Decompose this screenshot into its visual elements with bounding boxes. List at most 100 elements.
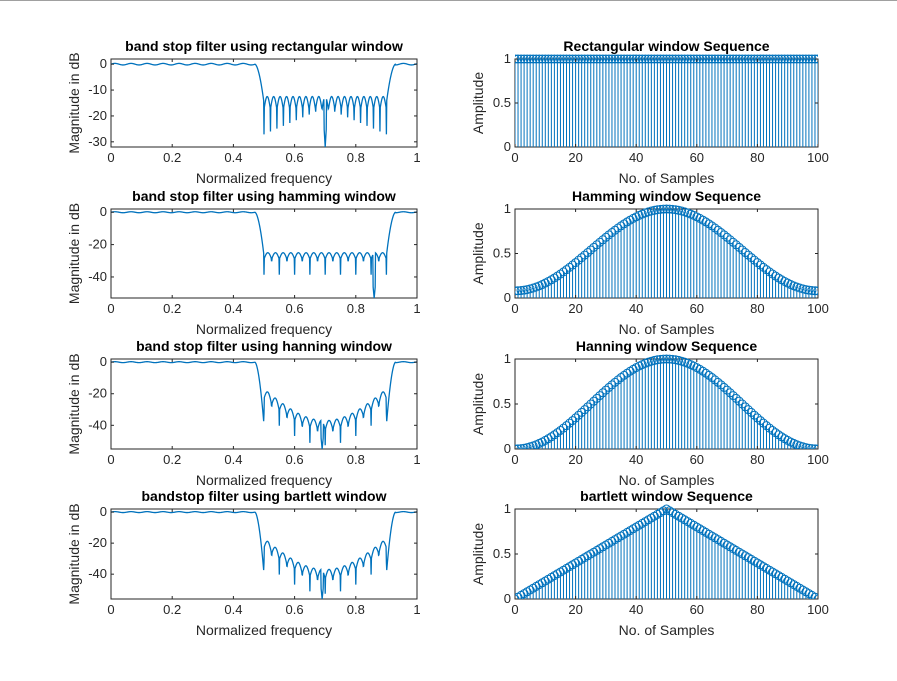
stem-marker <box>813 286 818 296</box>
stem-marker <box>589 54 599 64</box>
x-tick-label: 20 <box>568 301 582 316</box>
stem-marker <box>758 418 768 428</box>
x-tick-label: 100 <box>807 150 829 165</box>
stem-marker <box>607 54 617 64</box>
stem-marker <box>668 54 678 64</box>
stem-marker <box>574 255 584 265</box>
y-axis-label: Amplitude <box>470 523 486 585</box>
stem-marker <box>704 370 714 380</box>
stem-marker <box>610 377 620 387</box>
stem-marker <box>671 205 681 215</box>
chart-title: band stop filter using rectangular windo… <box>125 38 403 54</box>
stem-marker <box>592 240 602 250</box>
stem-marker <box>613 54 623 64</box>
stem-marker <box>583 54 593 64</box>
stem-marker <box>777 54 787 64</box>
x-tick-label: 100 <box>807 452 829 467</box>
stem-marker <box>519 443 529 449</box>
stem-marker <box>662 354 671 364</box>
chart-title: band stop filter using hanning window <box>136 338 392 354</box>
stem-marker <box>698 54 708 64</box>
stem-marker <box>752 54 762 64</box>
plot-area <box>515 504 818 599</box>
x-tick-label: 100 <box>807 301 829 316</box>
x-tick-label: 60 <box>690 150 704 165</box>
chart-title: Hamming window Sequence <box>572 188 761 204</box>
stem-marker <box>737 399 747 409</box>
stem-marker <box>746 407 756 417</box>
stem-marker <box>519 285 529 295</box>
y-tick-label: -40 <box>88 269 107 284</box>
stem-marker <box>716 54 726 64</box>
stem-marker <box>810 592 818 599</box>
stem-marker <box>701 54 711 64</box>
stem-marker <box>649 205 659 215</box>
stem-marker <box>798 442 808 449</box>
stem-marker <box>792 54 802 64</box>
stem-marker <box>728 391 738 401</box>
stem-marker <box>568 54 578 64</box>
chart-title: bandstop filter using bartlett window <box>142 488 387 504</box>
stem-marker <box>604 54 614 64</box>
stem-marker <box>722 54 732 64</box>
stem-marker <box>749 410 759 420</box>
stem-marker <box>704 54 714 64</box>
y-tick-label: 1 <box>504 351 511 366</box>
stem-marker <box>713 377 723 387</box>
chart-title: Hanning window Sequence <box>576 338 757 354</box>
stem-marker <box>622 54 632 64</box>
stem-marker <box>655 204 665 214</box>
stem-marker <box>555 269 565 279</box>
y-tick-label: 1 <box>504 51 511 66</box>
stem-marker <box>652 205 662 215</box>
stem-marker <box>628 54 638 64</box>
stem-marker <box>595 54 605 64</box>
stem-marker <box>604 382 614 392</box>
stem-marker <box>734 54 744 64</box>
x-tick-label: 0.8 <box>347 602 365 617</box>
y-tick-label: -10 <box>88 82 107 97</box>
stem-marker <box>743 54 753 64</box>
stem-marker <box>562 265 572 275</box>
subplot-8: 0 20 40 60 80 100 0 0.5 1 bartlett window Sequenc… <box>470 488 829 638</box>
y-tick-label: 0 <box>100 56 107 71</box>
stem-marker <box>515 444 523 449</box>
stem-marker <box>710 375 720 385</box>
y-tick-label: 0 <box>100 354 107 369</box>
stem-marker <box>562 421 572 431</box>
stem-marker <box>619 54 629 64</box>
magnitude-response-line <box>111 62 417 147</box>
stem-marker <box>755 416 765 426</box>
y-tick-label: 0 <box>100 504 107 519</box>
stem-marker <box>761 54 771 64</box>
stem-marker <box>652 54 662 64</box>
stem-marker <box>537 54 547 64</box>
stem-marker <box>695 54 705 64</box>
x-tick-label: 1 <box>413 301 420 316</box>
stem-marker <box>562 54 572 64</box>
stem-marker <box>765 267 775 277</box>
magnitude-response-line <box>111 510 417 599</box>
x-tick-label: 40 <box>629 301 643 316</box>
stem-marker <box>558 54 568 64</box>
stem-marker <box>534 54 544 64</box>
x-tick-label: 0.8 <box>347 452 365 467</box>
stem-marker <box>528 54 538 64</box>
stem-marker <box>652 355 662 365</box>
x-tick-label: 60 <box>690 452 704 467</box>
stem-marker <box>722 385 732 395</box>
stem-marker <box>713 54 723 64</box>
x-tick-label: 0.4 <box>224 452 242 467</box>
stem-marker <box>519 54 529 64</box>
x-tick-label: 0.2 <box>163 602 181 617</box>
x-axis-label: No. of Samples <box>619 622 715 638</box>
stem-marker <box>698 366 708 376</box>
y-tick-label: 0 <box>100 204 107 219</box>
x-tick-label: 0.6 <box>286 452 304 467</box>
x-tick-label: 0.4 <box>224 301 242 316</box>
stem-marker <box>655 54 665 64</box>
stem-marker <box>583 402 593 412</box>
stem-marker <box>515 286 520 296</box>
x-tick-label: 0.2 <box>163 301 181 316</box>
stem-marker <box>716 228 726 238</box>
